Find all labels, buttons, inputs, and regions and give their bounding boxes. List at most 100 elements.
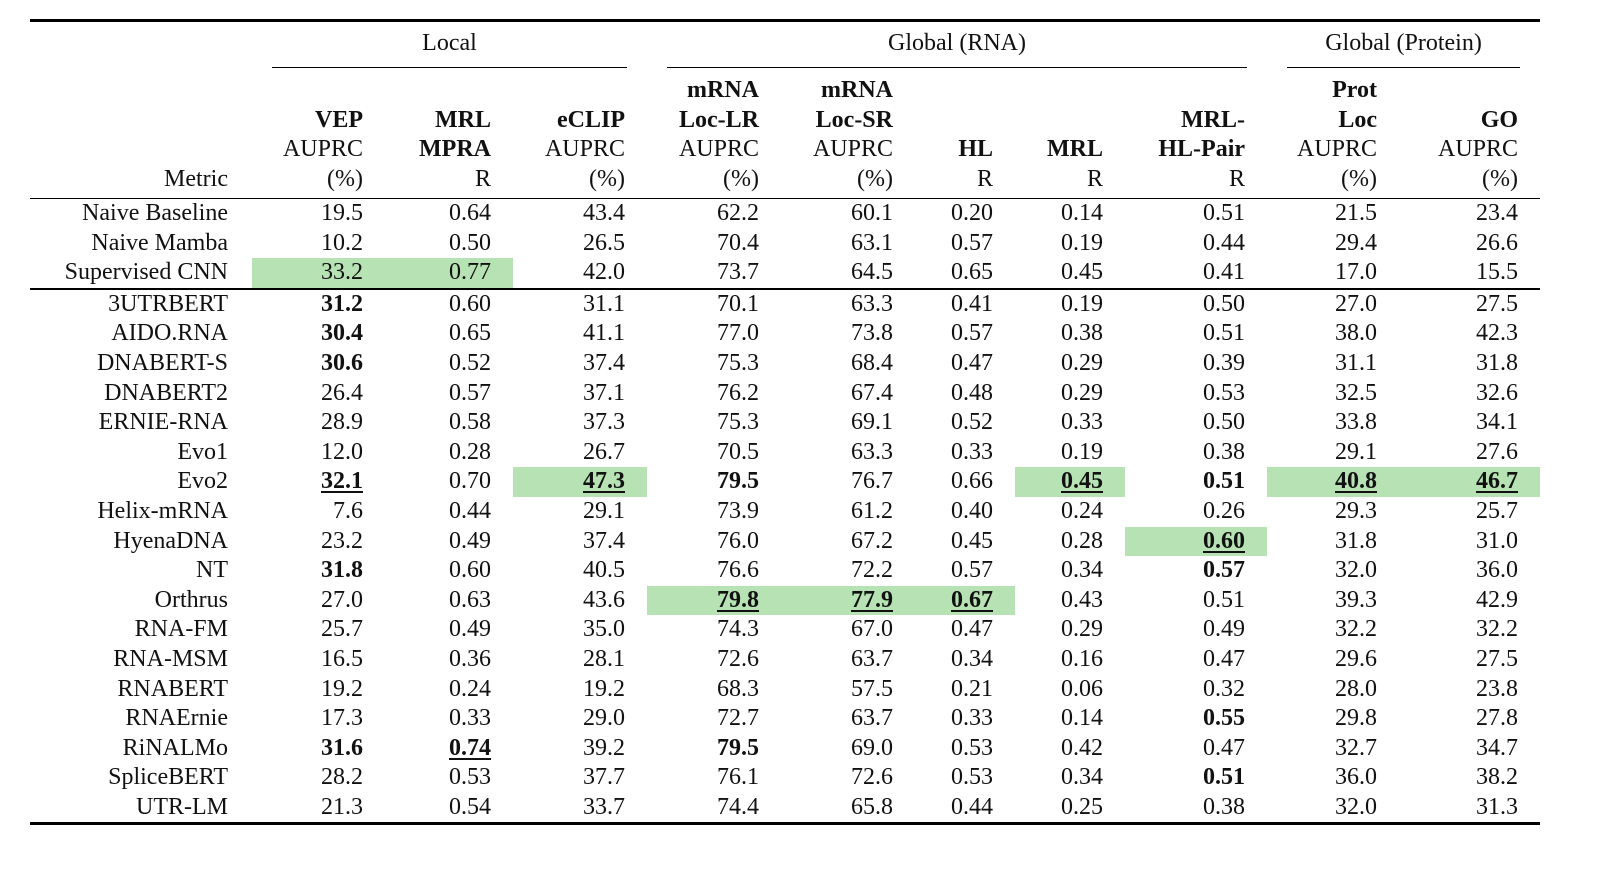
table-cell: 70.1 — [647, 287, 781, 320]
cell-value: 62.2 — [717, 200, 759, 226]
table-row: Orthrus 27.0 0.63 43.6 79.8 77.9 0.67 0.43 0.51 3… — [30, 585, 1540, 616]
group-header-row: Local Global (RNA) Global (Protein) — [30, 20, 1541, 77]
row-label: AIDO.RNA — [111, 320, 228, 347]
cell-value: 31.1 — [583, 290, 625, 317]
cell-value: 0.51 — [1203, 200, 1246, 226]
cell-value: 0.53 — [951, 764, 993, 791]
table-cell: 0.49 — [385, 615, 513, 645]
table-cell: 32.2 — [1399, 615, 1540, 645]
table-cell: 60.1 — [781, 197, 915, 229]
table-cell: 0.47 — [1125, 645, 1267, 675]
table-cell: 0.16 — [1015, 645, 1125, 675]
table-row: AIDO.RNA 30.4 0.65 41.1 77.0 73.8 0.57 0.38 0.51… — [30, 319, 1540, 349]
cell-value: 16.5 — [321, 645, 363, 672]
table-cell: 19.5 — [252, 197, 385, 229]
table-cell: 0.57 — [915, 229, 1015, 259]
header-spacer — [1399, 76, 1518, 106]
table-cell: 76.7 — [781, 467, 915, 497]
cell-value: 40.8 — [1335, 468, 1378, 495]
table-row: Naive Baseline 19.5 0.64 43.4 62.2 60.1 0.20 0.… — [30, 197, 1541, 229]
cell-value: 42.0 — [583, 259, 625, 286]
cell-value: 0.14 — [1061, 705, 1103, 732]
cell-value: 33.7 — [583, 793, 625, 820]
table-cell: 32.1 — [252, 467, 385, 497]
table-cell: 0.53 — [385, 763, 513, 793]
table-cell: 35.0 — [513, 615, 647, 645]
cell-value: 0.42 — [1061, 734, 1103, 761]
table-cell: 31.8 — [1399, 349, 1540, 379]
column-header: mRNA Loc-LR AUPRC (%) — [647, 76, 781, 199]
table-cell: 32.5 — [1267, 379, 1399, 409]
cell-value: 76.1 — [717, 764, 759, 791]
cell-value: 63.7 — [851, 645, 893, 672]
table-cell: 0.65 — [915, 258, 1015, 289]
table-cell: 0.51 — [1125, 467, 1267, 497]
table-cell: 0.55 — [1125, 704, 1267, 734]
table-cell: 43.6 — [513, 586, 647, 616]
table-cell: 0.51 — [1125, 763, 1267, 793]
column-unit-line: AUPRC — [678, 136, 759, 162]
cell-value: 0.06 — [1061, 675, 1103, 702]
cell-value: 0.38 — [1203, 793, 1246, 820]
table-cell: 28.9 — [252, 408, 385, 438]
cell-value: 28.9 — [321, 409, 363, 436]
table-cell: 0.25 — [1015, 792, 1125, 826]
table-cell: 0.77 — [385, 258, 513, 289]
cell-value: 72.2 — [851, 557, 893, 584]
table-cell: 62.2 — [647, 197, 781, 229]
cell-value: 65.8 — [851, 793, 893, 820]
table-cell: 31.8 — [252, 556, 385, 586]
table-row: Evo2 32.1 0.70 47.3 79.5 76.7 0.66 0.45 0.51 40.8… — [30, 467, 1541, 497]
column-name-line: VEP — [315, 106, 363, 133]
cell-value: 0.53 — [449, 764, 491, 791]
cell-value: 42.3 — [1476, 320, 1519, 347]
cell-value: 42.9 — [1476, 586, 1519, 613]
cell-value: 36.0 — [1335, 764, 1378, 791]
cell-value: 69.0 — [851, 734, 893, 761]
cell-value: 0.57 — [951, 557, 993, 584]
cell-value: 47.3 — [583, 468, 625, 495]
cell-value: 0.47 — [951, 616, 993, 643]
table-cell: 0.38 — [1125, 438, 1267, 468]
table-cell: 27.0 — [1267, 287, 1400, 320]
table-cell: 32.6 — [1399, 379, 1540, 409]
cell-value: 0.47 — [1203, 734, 1246, 761]
cell-value: 0.58 — [449, 409, 491, 436]
table-cell: 0.74 — [385, 734, 513, 764]
table-cell: 74.4 — [647, 792, 781, 826]
cell-value: 0.60 — [449, 290, 491, 317]
cell-value: 43.4 — [583, 200, 625, 226]
table-cell: 61.2 — [781, 497, 915, 527]
cell-value: 30.6 — [321, 349, 363, 376]
cell-value: 0.65 — [951, 259, 993, 286]
cell-value: 73.8 — [851, 320, 893, 347]
cell-value: 0.45 — [1061, 468, 1103, 495]
cell-value: 79.5 — [717, 468, 759, 495]
table-cell: 0.50 — [1125, 287, 1268, 320]
cell-value: 0.60 — [449, 557, 491, 584]
cell-value: 31.1 — [1335, 349, 1378, 376]
cell-value: 27.0 — [321, 586, 363, 613]
table-cell: 0.29 — [1015, 349, 1125, 379]
cell-value: 27.0 — [1335, 290, 1378, 317]
table-cell: 30.6 — [252, 349, 385, 379]
cell-value: 0.60 — [1203, 527, 1246, 554]
row-label: Evo1 — [177, 438, 228, 465]
table-cell: 26.4 — [252, 379, 385, 409]
row-label: SpliceBERT — [108, 764, 228, 791]
table-cell: 0.51 — [1125, 586, 1267, 616]
cell-value: 0.53 — [951, 734, 993, 761]
cell-value: 32.7 — [1335, 734, 1378, 761]
table-cell: 76.6 — [647, 556, 781, 586]
table-cell: 37.7 — [513, 763, 647, 793]
cell-value: 0.67 — [951, 586, 993, 613]
cell-value: 21.3 — [321, 793, 363, 820]
cell-value: 29.1 — [1335, 438, 1378, 465]
table-row: DNABERT2 26.4 0.57 37.1 76.2 67.4 0.48 0.29 0.53… — [30, 379, 1540, 409]
cell-value: 73.7 — [717, 259, 759, 286]
cell-value: 0.47 — [1203, 645, 1246, 672]
cell-value: 30.4 — [321, 320, 363, 347]
table-cell: 79.8 — [647, 585, 781, 616]
cell-value: 26.5 — [583, 229, 625, 256]
row-label: 3UTRBERT — [30, 287, 252, 320]
